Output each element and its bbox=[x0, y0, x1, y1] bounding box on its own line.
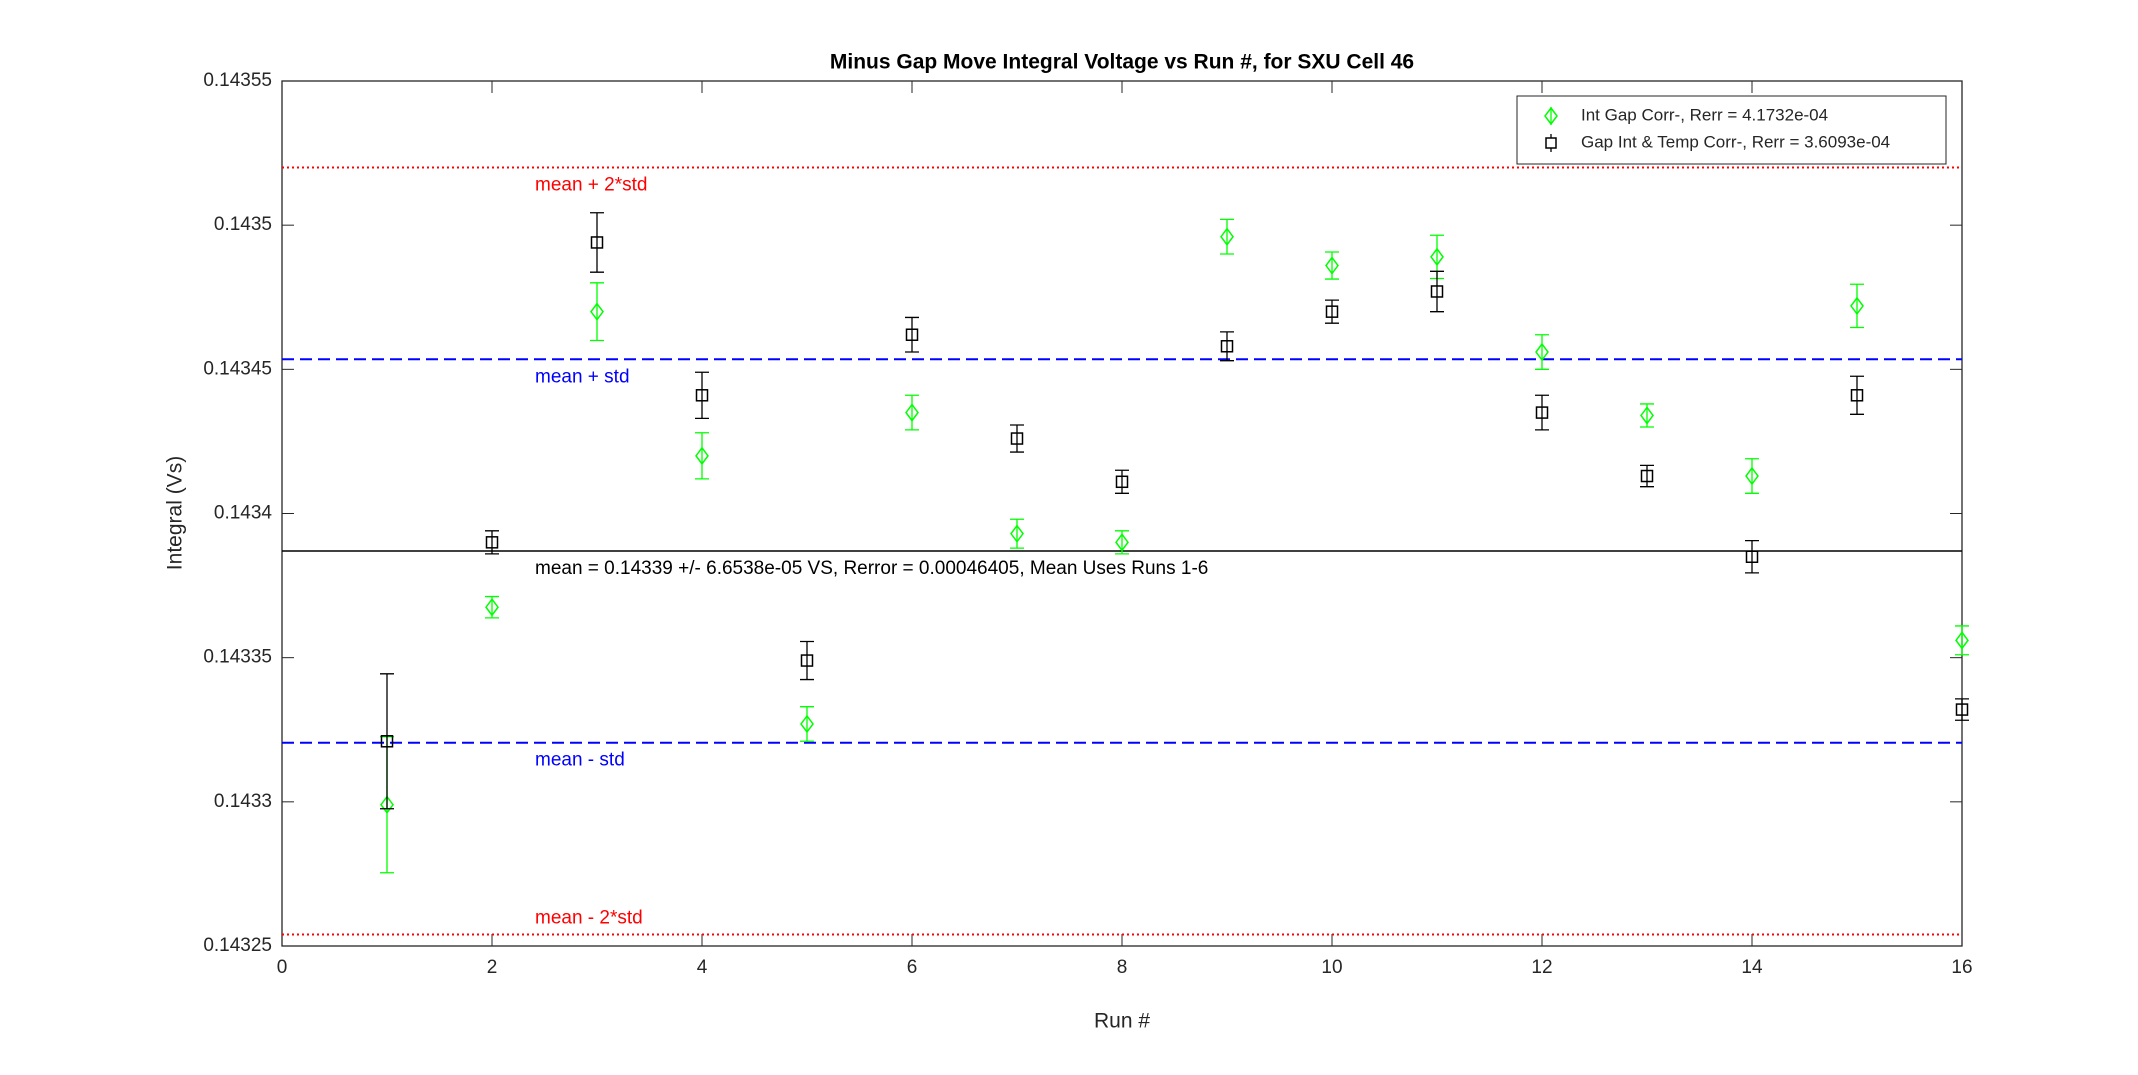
error-bar bbox=[1745, 458, 1759, 494]
legend-marker bbox=[1544, 106, 1558, 126]
error-bar bbox=[905, 316, 919, 353]
error-bar bbox=[1850, 283, 1864, 329]
point bbox=[1640, 406, 1654, 425]
error-bar bbox=[1010, 518, 1024, 549]
point bbox=[1955, 631, 1969, 650]
point bbox=[1325, 305, 1339, 318]
reference-label: mean + std bbox=[535, 366, 630, 387]
legend-label: Int Gap Corr-, Rerr = 4.1732e-04 bbox=[1581, 105, 1828, 124]
reference-label: mean + 2*std bbox=[535, 175, 648, 196]
point bbox=[1745, 466, 1759, 486]
y-tick-label: 0.1434 bbox=[214, 503, 273, 524]
point bbox=[590, 236, 604, 249]
x-tick-label: 16 bbox=[1951, 957, 1972, 978]
error-bar bbox=[1325, 299, 1339, 324]
point bbox=[1955, 703, 1969, 716]
y-tick-label: 0.14345 bbox=[203, 358, 272, 379]
error-bar bbox=[380, 673, 394, 810]
point bbox=[1850, 389, 1864, 402]
y-tick-label: 0.14325 bbox=[203, 935, 272, 956]
x-tick-label: 12 bbox=[1531, 957, 1552, 978]
error-bar bbox=[1745, 539, 1759, 574]
error-bar bbox=[800, 706, 814, 742]
error-bar bbox=[590, 282, 604, 342]
point bbox=[1850, 296, 1864, 316]
error-bar bbox=[1010, 424, 1024, 453]
x-tick-label: 4 bbox=[697, 957, 708, 978]
plot-frame bbox=[281, 80, 1963, 947]
error-bar bbox=[905, 394, 919, 431]
legend-box bbox=[1516, 95, 1947, 165]
error-bar bbox=[590, 212, 604, 273]
error-bar bbox=[695, 432, 709, 480]
legend-marker bbox=[1545, 137, 1557, 149]
point bbox=[1220, 340, 1234, 353]
x-axis-label: Run # bbox=[1094, 1010, 1150, 1033]
legend-label: Gap Int & Temp Corr-, Rerr = 3.6093e-04 bbox=[1581, 132, 1890, 151]
error-bar bbox=[1640, 464, 1654, 488]
point bbox=[485, 536, 499, 549]
reference-label: mean - 2*std bbox=[535, 907, 643, 928]
point bbox=[1535, 342, 1549, 362]
point bbox=[590, 302, 604, 321]
y-tick-label: 0.1433 bbox=[214, 791, 272, 812]
y-tick-label: 0.1435 bbox=[214, 214, 272, 235]
error-bar bbox=[800, 640, 814, 681]
point bbox=[695, 446, 709, 466]
y-tick-label: 0.14335 bbox=[203, 647, 272, 668]
y-axis-label: Integral (Vs) bbox=[164, 456, 187, 570]
error-bar bbox=[1955, 625, 1969, 656]
point bbox=[380, 795, 394, 814]
x-tick-label: 8 bbox=[1117, 957, 1128, 978]
point bbox=[695, 389, 709, 402]
point bbox=[1325, 256, 1339, 275]
x-tick-label: 14 bbox=[1741, 957, 1763, 978]
error-bar bbox=[485, 530, 499, 555]
error-bar bbox=[1220, 218, 1234, 255]
point bbox=[1745, 550, 1759, 563]
error-bar bbox=[1535, 334, 1549, 370]
error-bar bbox=[1955, 698, 1969, 721]
reference-label: mean = 0.14339 +/- 6.6538e-05 VS, Rerror… bbox=[535, 558, 1208, 579]
point bbox=[1220, 227, 1234, 246]
point bbox=[1430, 247, 1444, 267]
x-tick-label: 10 bbox=[1321, 957, 1342, 978]
error-bar bbox=[1535, 394, 1549, 431]
x-tick-label: 6 bbox=[907, 957, 918, 978]
point bbox=[1535, 406, 1549, 419]
point bbox=[905, 403, 919, 422]
point bbox=[1010, 432, 1024, 445]
reference-label: mean - std bbox=[535, 750, 625, 771]
error-bar bbox=[1220, 331, 1234, 362]
x-tick-label: 0 bbox=[277, 957, 288, 978]
chart-title: Minus Gap Move Integral Voltage vs Run #… bbox=[830, 51, 1414, 74]
y-tick-label: 0.14355 bbox=[203, 70, 272, 91]
error-bar bbox=[695, 371, 709, 419]
point bbox=[1115, 533, 1129, 552]
point bbox=[380, 735, 394, 748]
point bbox=[800, 654, 814, 667]
error-bar bbox=[1850, 375, 1864, 415]
point bbox=[1115, 475, 1129, 489]
point bbox=[905, 328, 919, 341]
error-bar bbox=[1115, 469, 1129, 494]
error-bar bbox=[1430, 270, 1444, 313]
point bbox=[1430, 285, 1444, 298]
point bbox=[800, 714, 814, 734]
point bbox=[1640, 469, 1654, 483]
x-tick-label: 2 bbox=[487, 957, 498, 978]
point bbox=[485, 597, 499, 617]
point bbox=[1010, 524, 1024, 543]
